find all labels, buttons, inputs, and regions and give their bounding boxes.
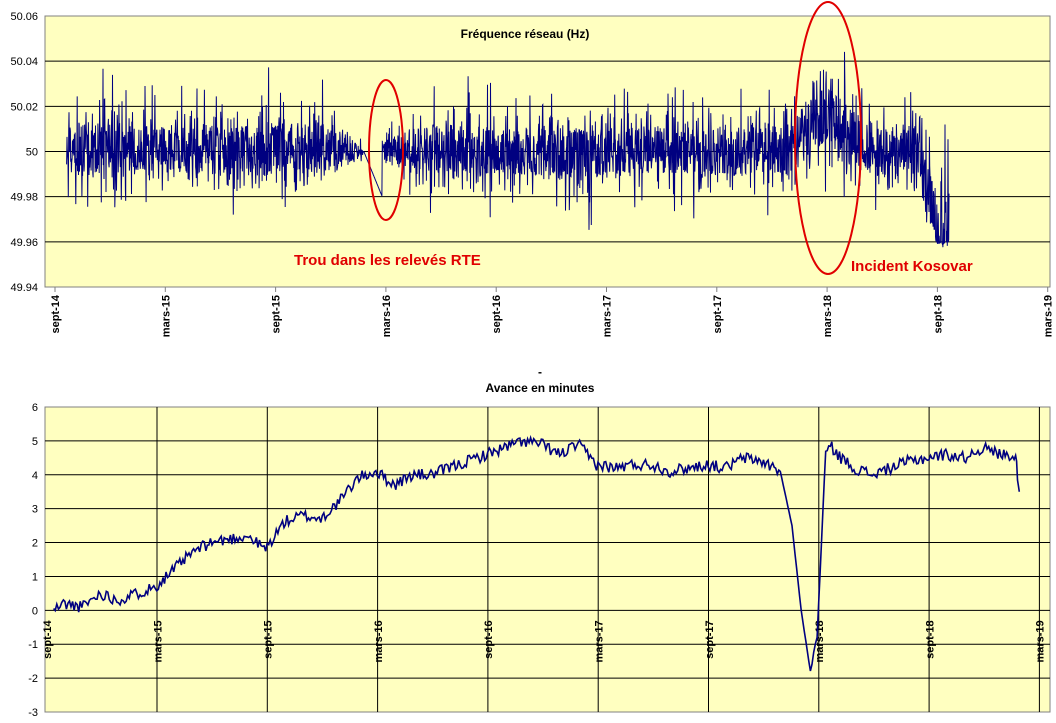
advance-x-tick-label: sept-14 xyxy=(42,619,54,658)
frequency-x-tick-label: sept-17 xyxy=(712,295,724,334)
advance-y-tick-label: -3 xyxy=(28,707,38,719)
advance-y-tick-label: -1 xyxy=(28,639,38,651)
advance-x-tick-label: mars-17 xyxy=(594,620,606,662)
frequency-x-tick-label: sept-16 xyxy=(491,295,503,334)
frequency-y-tick-label: 50 xyxy=(26,147,38,159)
advance-x-tick-label: sept-16 xyxy=(483,620,495,659)
frequency-y-tick-label: 50.06 xyxy=(10,11,38,23)
advance-y-tick-label: 4 xyxy=(32,470,38,482)
frequency-series-line xyxy=(66,51,950,248)
data-gap-annotation: Trou dans les relevés RTE xyxy=(294,252,481,269)
advance-y-tick-label: 2 xyxy=(32,538,38,550)
advance-x-tick-label: sept-17 xyxy=(704,620,716,659)
advance-x-tick-label: mars-15 xyxy=(152,620,164,662)
advance-y-tick-label: -2 xyxy=(28,673,38,685)
advance-y-tick-label: 3 xyxy=(32,504,38,516)
kosovo-incident-highlight-ellipse xyxy=(794,1,862,275)
frequency-y-tick-label: 49.94 xyxy=(10,282,38,294)
advance-x-tick-label: sept-15 xyxy=(263,620,275,659)
advance-y-tick-label: 1 xyxy=(32,571,38,583)
frequency-y-tick-label: 50.04 xyxy=(10,56,38,68)
advance-plot-area xyxy=(44,406,1051,713)
advance-chart-title: Avance en minutes xyxy=(486,381,595,395)
frequency-x-tick-label: mars-17 xyxy=(602,295,614,337)
advance-x-tick-label: sept-18 xyxy=(924,620,936,659)
frequency-x-tick-label: mars-18 xyxy=(822,295,834,337)
frequency-y-tick-label: 50.02 xyxy=(10,101,38,113)
data-gap-highlight-ellipse xyxy=(368,79,404,221)
frequency-x-tick-label: sept-15 xyxy=(271,295,283,334)
kosovo-incident-annotation: Incident Kosovar xyxy=(851,258,973,275)
advance-chart: -3 -2 -1 0 1 2 3 4 5 6 sept-14 mars-15 sept-15 mars-… xyxy=(28,365,1051,719)
frequency-x-tick-label: sept-18 xyxy=(932,295,944,334)
frequency-chart-title: Fréquence réseau (Hz) xyxy=(461,27,590,41)
frequency-x-tick-label: mars-19 xyxy=(1043,295,1055,337)
frequency-y-tick-label: 49.98 xyxy=(10,192,38,204)
advance-x-tick-label: mars-19 xyxy=(1035,620,1047,662)
frequency-x-tick-label: mars-16 xyxy=(381,295,393,337)
advance-x-tick-label: mars-16 xyxy=(373,620,385,662)
advance-y-tick-label: 6 xyxy=(32,402,38,414)
advance-y-tick-label: 5 xyxy=(32,436,38,448)
advance-y-tick-label: 0 xyxy=(32,605,38,617)
frequency-x-tick-label: sept-14 xyxy=(50,294,62,333)
advance-chart-subtitle: - xyxy=(538,365,542,379)
frequency-chart: 49.94 49.96 49.98 50 50.02 50.04 50.06 sept-14… xyxy=(10,1,1055,337)
frequency-x-tick-label: mars-15 xyxy=(160,295,172,337)
frequency-y-tick-label: 49.96 xyxy=(10,237,38,249)
advance-series-line xyxy=(52,434,1021,672)
